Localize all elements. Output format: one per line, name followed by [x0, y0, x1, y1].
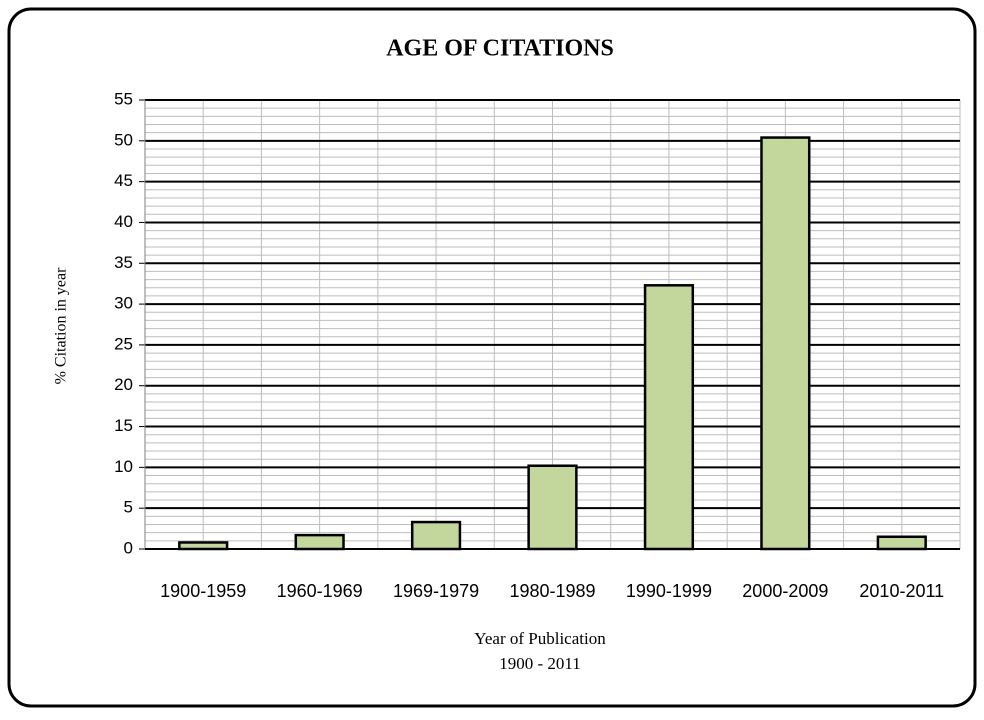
chart-frame — [7, 7, 977, 708]
x-axis-sublabel: 1900 - 2011 — [499, 654, 581, 673]
y-tick-label: 15 — [114, 416, 133, 435]
x-tick-label: 1960-1969 — [277, 581, 363, 601]
x-tick-label: 2000-2009 — [742, 581, 828, 601]
x-tick-label: 1990-1999 — [626, 581, 712, 601]
x-tick-label: 1980-1989 — [509, 581, 595, 601]
bar — [643, 284, 695, 551]
y-tick-label: 50 — [114, 130, 133, 149]
y-tick-label: 30 — [114, 294, 133, 313]
y-tick-label: 45 — [114, 171, 133, 190]
y-tick-label: 20 — [114, 375, 133, 394]
y-tick-label: 10 — [114, 457, 133, 476]
x-axis-label: Year of Publication — [474, 629, 606, 648]
y-tick-label: 35 — [114, 253, 133, 272]
y-tick-label: 25 — [114, 334, 133, 353]
y-tick-label: 0 — [124, 538, 133, 557]
bar — [527, 464, 578, 551]
chart-title: AGE OF CITATIONS — [386, 36, 614, 62]
x-tick-label: 2010-2011 — [859, 581, 944, 601]
bar — [876, 535, 927, 551]
bar — [410, 520, 462, 551]
y-tick-label: 5 — [124, 498, 133, 517]
y-tick-label: 55 — [114, 89, 133, 108]
bar — [294, 533, 345, 551]
x-tick-label: 1969-1979 — [393, 581, 479, 601]
bar — [760, 136, 811, 551]
x-tick-label: 1900-1959 — [160, 581, 246, 601]
y-axis-label: % Citation in year — [53, 267, 70, 385]
y-tick-label: 40 — [114, 212, 133, 231]
